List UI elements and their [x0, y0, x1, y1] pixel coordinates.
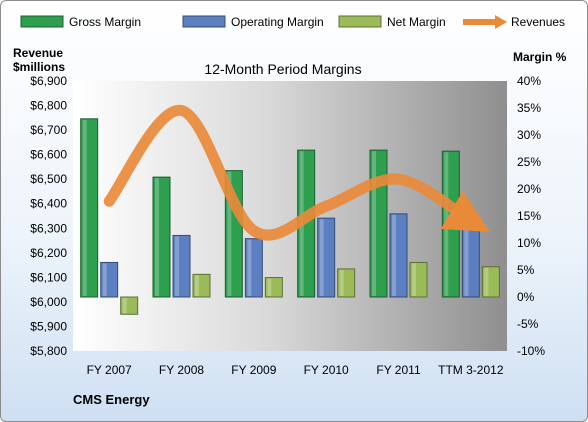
y-left-tick-label: $6,800 [30, 99, 67, 113]
bar-operating-margin [389, 213, 408, 298]
category-labels: FY 2007 FY 2008 FY 2009 FY 2010 FY 2011 TTM 3… [87, 363, 504, 377]
bar-highlight [339, 269, 344, 296]
bar-operating-margin [317, 217, 336, 298]
category-label: FY 2009 [231, 363, 276, 377]
bar-operating-margin [244, 238, 263, 298]
category-label: TTM 3-2012 [438, 363, 504, 377]
bar-operating-margin [172, 234, 191, 298]
y-right-tick-label: 30% [517, 128, 541, 142]
y-right-tick-label: 5% [517, 263, 535, 277]
y-left-tick-label: $6,400 [30, 197, 67, 211]
revenue-line [103, 104, 490, 241]
bar-highlight [247, 239, 252, 296]
bar-highlight [392, 214, 396, 296]
bar-net-margin [192, 273, 211, 298]
y-left-tick-labels: $5,800 $5,900 $6,000 $6,100 $6,200 $6,300 $6,4… [30, 74, 67, 358]
y-right-tick-label: 40% [517, 74, 541, 88]
y-left-tick-label: $6,600 [30, 148, 67, 162]
bar-net-margin [337, 268, 356, 298]
bar-highlight [464, 221, 469, 296]
category-label: FY 2010 [304, 363, 349, 377]
y-left-tick-label: $5,900 [30, 319, 67, 333]
legend-label: Net Margin [387, 15, 446, 29]
y-left-tick-label: $6,700 [30, 123, 67, 137]
legend-swatch [20, 15, 64, 28]
legend-label: Revenues [511, 15, 565, 29]
legend-arrow-icon [495, 15, 507, 29]
y-left-tick-label: $6,200 [30, 246, 67, 260]
y-right-tick-label: 35% [517, 101, 541, 115]
bar-highlight [372, 151, 376, 296]
bar-net-margin [264, 277, 283, 298]
y-left-tick-label: $5,800 [30, 344, 67, 358]
y-right-tick-label: 25% [517, 155, 541, 169]
plot-area [73, 81, 507, 351]
legend-label: Operating Margin [231, 15, 324, 29]
category-label: FY 2007 [87, 363, 132, 377]
y-right-tick-label: 10% [517, 236, 541, 250]
category-label: FY 2011 [376, 363, 421, 377]
bar-highlight [319, 219, 324, 296]
category-label: FY 2008 [159, 363, 204, 377]
bar-highlight [484, 267, 489, 296]
bar-highlight [444, 152, 449, 296]
bar-gross-margin [152, 176, 171, 298]
bar-highlight [175, 236, 179, 296]
y-right-tick-label: -10% [517, 344, 545, 358]
bar-highlight [155, 178, 159, 296]
legend-swatch [338, 15, 382, 28]
y-left-tick-label: $6,500 [30, 172, 67, 186]
y-left-tick-label: $6,100 [30, 270, 67, 284]
bar-highlight [82, 119, 87, 296]
y-right-tick-label: 20% [517, 182, 541, 196]
bar-highlight [102, 263, 107, 296]
y-right-tick-label: -5% [517, 317, 539, 331]
bar-net-margin [120, 296, 139, 315]
bar-highlight [227, 171, 232, 296]
y-left-tick-label: $6,900 [30, 74, 67, 88]
legend-swatch [182, 15, 226, 28]
y-left-tick-label: $6,300 [30, 221, 67, 235]
revenue-line-path [103, 104, 490, 241]
y-right-axis-label: Margin % [513, 50, 567, 64]
bar-highlight [412, 263, 416, 296]
y-right-tick-label: 0% [517, 290, 535, 304]
company-name: CMS Energy [73, 392, 150, 407]
y-right-tick-label: 15% [517, 209, 541, 223]
bar-net-margin [481, 266, 500, 298]
bar-gross-margin [80, 118, 99, 298]
bar-net-margin [409, 261, 428, 298]
bar-highlight [195, 275, 199, 296]
y-left-axis-label: Revenue [13, 46, 63, 60]
y-left-axis-unit-label: $millions [13, 60, 65, 74]
y-left-tick-label: $6,000 [30, 295, 67, 309]
bar-operating-margin [100, 261, 119, 298]
bar-highlight [267, 278, 272, 296]
legend-label: Gross Margin [69, 15, 141, 29]
chart-title: 12-Month Period Margins [204, 61, 361, 77]
bar-highlight [122, 298, 127, 314]
y-right-tick-labels: -10% -5% 0% 5% 10% 15% 20% 25% 30% 35% 40% [517, 74, 545, 358]
legend: Gross Margin Operating Margin Net Margin Re… [20, 15, 565, 29]
